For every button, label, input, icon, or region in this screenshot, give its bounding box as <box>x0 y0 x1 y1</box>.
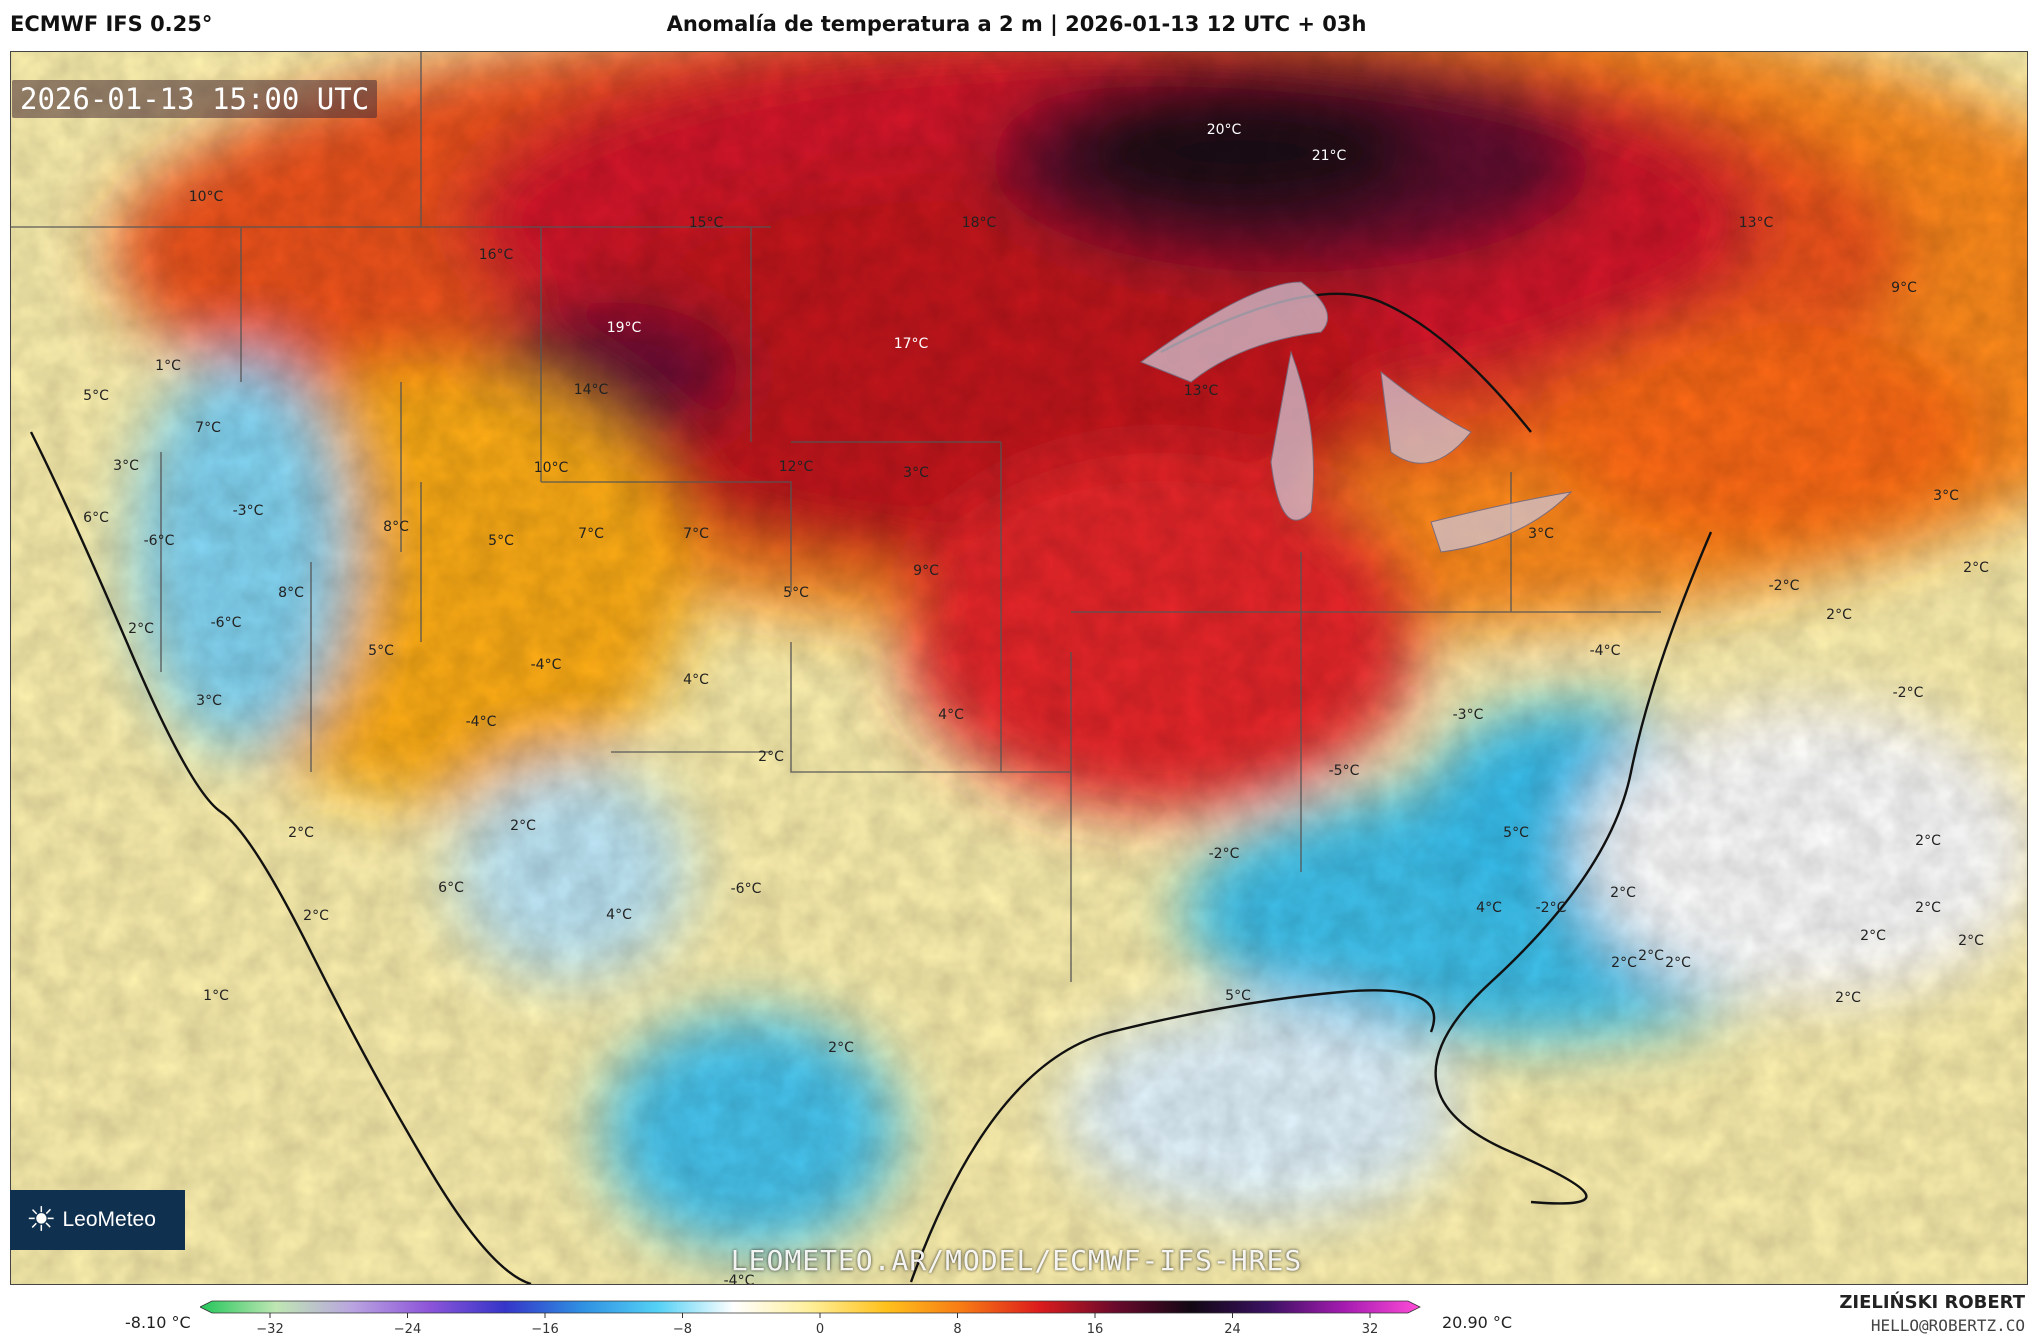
temperature-label: 7°C <box>195 420 221 436</box>
legend-colorbar <box>200 1300 1421 1314</box>
logo-text: LeoMeteo <box>62 1208 156 1231</box>
map-title: Anomalía de temperatura a 2 m | 2026-01-… <box>666 12 1367 36</box>
temperature-label: -2°C <box>1209 846 1240 862</box>
legend-max-value: 20.90 °C <box>1442 1313 1513 1332</box>
temperature-label: 1°C <box>155 358 181 374</box>
temperature-label: 5°C <box>83 388 109 404</box>
legend-tick-label: 24 <box>1224 1322 1241 1337</box>
legend-tick-label: 16 <box>1087 1322 1104 1337</box>
temperature-label: 5°C <box>1503 825 1529 841</box>
temperature-label: 2°C <box>1835 990 1861 1006</box>
temperature-label: 19°C <box>607 320 642 336</box>
temperature-label: 1°C <box>203 988 229 1004</box>
temperature-label: 6°C <box>438 880 464 896</box>
temperature-anomaly-map[interactable]: 10°C 15°C 18°C 20°C 21°C 13°C 9°C 16°C 19°C 17°C 1… <box>11 52 2027 1284</box>
temperature-label: 18°C <box>962 215 997 231</box>
temperature-label: -3°C <box>1453 707 1484 723</box>
temperature-label: 2°C <box>1638 948 1664 964</box>
legend-tick-label: −16 <box>531 1322 558 1337</box>
temperature-label: 3°C <box>196 693 222 709</box>
source-watermark: LEOMETEO.AR/MODEL/ECMWF-IFS-HRES <box>730 1244 1303 1277</box>
temperature-label: 2°C <box>288 825 314 841</box>
temperature-label: 2°C <box>510 818 536 834</box>
temperature-label: 15°C <box>689 215 724 231</box>
temperature-label: 2°C <box>758 749 784 765</box>
temperature-label: 16°C <box>479 247 514 263</box>
temperature-label: -4°C <box>724 1273 755 1284</box>
temperature-label: 13°C <box>1739 215 1774 231</box>
temperature-label: 12°C <box>779 459 814 475</box>
legend-tick-label: −8 <box>673 1322 692 1337</box>
temperature-label: 2°C <box>1826 607 1852 623</box>
temperature-label: 4°C <box>1476 900 1502 916</box>
legend-tick-label: −24 <box>394 1322 421 1337</box>
temperature-label: 5°C <box>488 533 514 549</box>
legend-ticks: −32 −24 −16 −8 0 8 16 24 32 <box>256 1313 1378 1337</box>
temperature-label: 5°C <box>783 585 809 601</box>
temperature-label: -4°C <box>1590 643 1621 659</box>
temperature-label: -6°C <box>144 533 175 549</box>
temperature-label: 9°C <box>1891 280 1917 296</box>
author-email[interactable]: HELLO@ROBERTZ.CO <box>1870 1316 2025 1335</box>
temperature-label: 2°C <box>1958 933 1984 949</box>
legend-min-value: -8.10 °C <box>125 1313 191 1332</box>
temperature-label: 10°C <box>189 189 224 205</box>
temperature-label: -4°C <box>466 714 497 730</box>
temperature-label: 14°C <box>574 382 609 398</box>
model-name: ECMWF IFS 0.25° <box>10 12 213 36</box>
sun-icon: ☀ <box>26 1200 57 1240</box>
temperature-label: 17°C <box>894 336 929 352</box>
temperature-label: -2°C <box>1769 578 1800 594</box>
temperature-label: 2°C <box>828 1040 854 1056</box>
author-name: ZIELIŃSKI ROBERT <box>1839 1292 2025 1313</box>
temperature-label: 3°C <box>113 458 139 474</box>
temperature-label: 2°C <box>1610 885 1636 901</box>
temperature-label: 2°C <box>128 621 154 637</box>
temperature-label: 3°C <box>1933 488 1959 504</box>
temperature-label: 6°C <box>83 510 109 526</box>
temperature-label: -5°C <box>1329 763 1360 779</box>
temperature-label: 4°C <box>606 907 632 923</box>
leometeo-logo[interactable]: ☀ LeoMeteo <box>10 1190 185 1250</box>
temperature-label: 7°C <box>578 526 604 542</box>
temperature-label: 2°C <box>1963 560 1989 576</box>
legend-tick-label: 8 <box>953 1322 961 1337</box>
legend-tick-label: 32 <box>1362 1322 1379 1337</box>
temperature-label: -2°C <box>1893 685 1924 701</box>
temperature-labels: 10°C 15°C 18°C 20°C 21°C 13°C 9°C 16°C 19°C 17°C 1… <box>83 122 1989 1284</box>
temperature-label: 7°C <box>683 526 709 542</box>
temperature-label: 2°C <box>303 908 329 924</box>
temperature-label: 10°C <box>534 460 569 476</box>
temperature-label: 13°C <box>1184 383 1219 399</box>
temperature-label: -3°C <box>233 503 264 519</box>
coastlines <box>29 292 1713 1284</box>
color-legend: −32 −24 −16 −8 0 8 16 24 32 <box>200 1300 1421 1337</box>
legend-tick-label: −32 <box>256 1322 283 1337</box>
temperature-label: -6°C <box>211 615 242 631</box>
temperature-label: -6°C <box>731 881 762 897</box>
temperature-label: 4°C <box>938 707 964 723</box>
temperature-label: 21°C <box>1312 148 1347 164</box>
temperature-label: 2°C <box>1665 955 1691 971</box>
temperature-label: 2°C <box>1915 900 1941 916</box>
temperature-label: 4°C <box>683 672 709 688</box>
temperature-label: 2°C <box>1611 955 1637 971</box>
temperature-label: 8°C <box>278 585 304 601</box>
temperature-label: 8°C <box>383 519 409 535</box>
temperature-label: 5°C <box>1225 988 1251 1004</box>
legend-tick-label: 0 <box>816 1322 824 1337</box>
temperature-label: 5°C <box>368 643 394 659</box>
temperature-label: -4°C <box>531 657 562 673</box>
valid-time-badge: 2026-01-13 15:00 UTC <box>12 80 378 118</box>
state-borders <box>11 52 1661 982</box>
temperature-label: 3°C <box>1528 526 1554 542</box>
temperature-label: -2°C <box>1536 900 1567 916</box>
map-panel[interactable]: 10°C 15°C 18°C 20°C 21°C 13°C 9°C 16°C 19°C 17°C 1… <box>10 51 2028 1285</box>
temperature-label: 3°C <box>903 465 929 481</box>
great-lakes <box>1139 281 1573 553</box>
temperature-label: 2°C <box>1915 833 1941 849</box>
temperature-label: 20°C <box>1207 122 1242 138</box>
temperature-label: 9°C <box>913 563 939 579</box>
temperature-label: 2°C <box>1860 928 1886 944</box>
